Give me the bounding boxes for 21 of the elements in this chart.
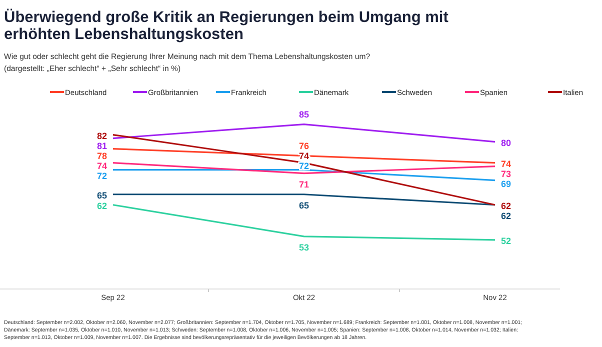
- data-label: 72: [298, 160, 310, 171]
- data-label: 78: [96, 150, 107, 161]
- data-label: 73: [501, 168, 512, 179]
- data-label: 53: [298, 242, 310, 252]
- data-label: 52: [501, 236, 512, 246]
- data-label: 81: [96, 140, 107, 151]
- data-label: 69: [501, 178, 512, 189]
- data-label: 72: [96, 170, 107, 181]
- data-label: 62: [501, 210, 512, 221]
- chart-title: Überwiegend große Kritik an Regierungen beim Umgang mit erhöhten Lebenshaltungskosten: [4, 8, 448, 43]
- data-label: 62: [501, 200, 512, 211]
- data-label: 85: [298, 109, 310, 120]
- data-label: 74: [501, 158, 512, 169]
- data-label: 82: [96, 130, 107, 141]
- data-label: 65: [96, 190, 107, 200]
- data-label: 71: [298, 179, 310, 190]
- data-label: 80: [501, 138, 512, 148]
- data-label: 62: [96, 200, 107, 211]
- data-label: 76: [298, 140, 310, 151]
- data-label: 74: [96, 160, 107, 171]
- data-label: 65: [298, 200, 310, 210]
